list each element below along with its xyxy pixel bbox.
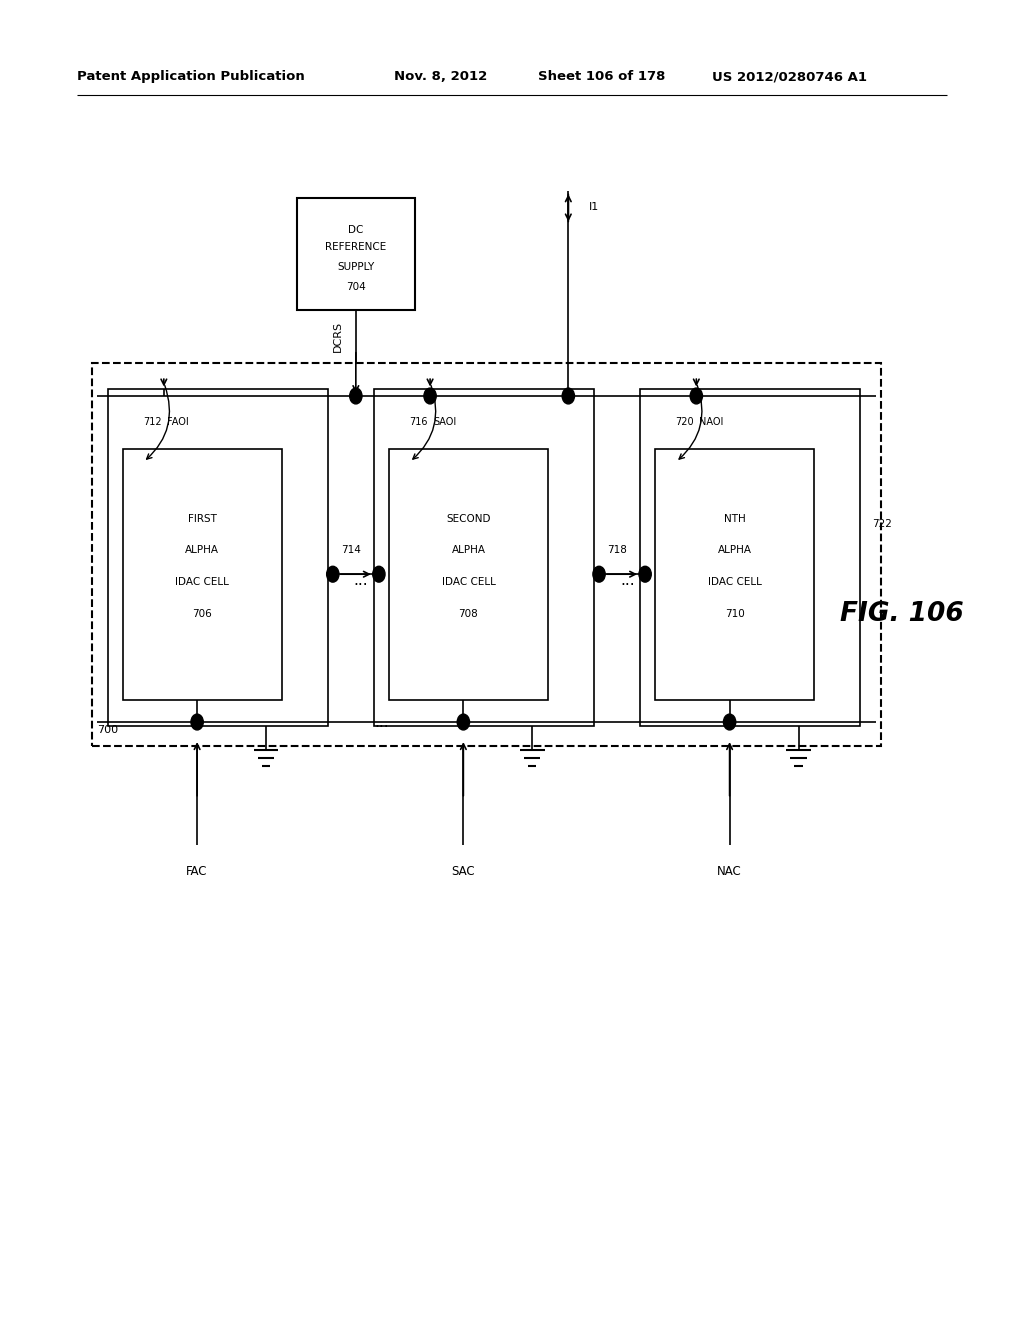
Text: ALPHA: ALPHA (452, 545, 485, 556)
Text: ALPHA: ALPHA (185, 545, 219, 556)
Text: 722: 722 (872, 519, 892, 529)
Circle shape (190, 714, 203, 730)
Bar (92, 363, 881, 746)
Text: US 2012/0280746 A1: US 2012/0280746 A1 (712, 70, 866, 83)
Circle shape (562, 388, 574, 404)
Bar (297, 198, 415, 310)
Circle shape (593, 566, 605, 582)
Text: FIG. 106: FIG. 106 (840, 601, 964, 627)
Circle shape (424, 388, 436, 404)
Bar (108, 389, 328, 726)
Text: Patent Application Publication: Patent Application Publication (77, 70, 304, 83)
Bar (123, 449, 282, 700)
Text: ALPHA: ALPHA (718, 545, 752, 556)
Text: Nov. 8, 2012: Nov. 8, 2012 (394, 70, 487, 83)
Text: 716: 716 (410, 417, 428, 428)
Text: 706: 706 (193, 609, 212, 619)
Text: IDAC CELL: IDAC CELL (708, 577, 762, 587)
Text: SAC: SAC (452, 865, 475, 878)
Text: FAOI: FAOI (167, 417, 188, 428)
Bar (640, 389, 860, 726)
Text: 720: 720 (676, 417, 694, 428)
Bar (389, 449, 548, 700)
Text: SECOND: SECOND (446, 513, 490, 524)
Text: 700: 700 (97, 725, 119, 735)
Text: 710: 710 (725, 609, 744, 619)
Circle shape (690, 388, 702, 404)
Text: IDAC CELL: IDAC CELL (175, 577, 229, 587)
Circle shape (723, 714, 735, 730)
Circle shape (457, 714, 469, 730)
Text: ...: ... (353, 573, 369, 589)
Text: IDAC CELL: IDAC CELL (441, 577, 496, 587)
Text: REFERENCE: REFERENCE (326, 243, 386, 252)
Text: 708: 708 (459, 609, 478, 619)
Text: 712: 712 (143, 417, 162, 428)
Bar (655, 449, 814, 700)
Text: 718: 718 (607, 545, 627, 556)
Text: ...: ... (374, 714, 389, 730)
Circle shape (349, 388, 362, 404)
Text: ...: ... (620, 573, 635, 589)
Text: NTH: NTH (724, 513, 745, 524)
Text: SUPPLY: SUPPLY (337, 263, 375, 272)
Text: SAOI: SAOI (433, 417, 457, 428)
Text: NAC: NAC (717, 865, 742, 878)
Text: FAC: FAC (186, 865, 208, 878)
Circle shape (327, 566, 339, 582)
Text: FIRST: FIRST (187, 513, 217, 524)
Bar (374, 389, 594, 726)
Circle shape (639, 566, 651, 582)
Text: Sheet 106 of 178: Sheet 106 of 178 (538, 70, 665, 83)
Text: I1: I1 (589, 202, 599, 213)
Text: DCRS: DCRS (333, 321, 342, 352)
Text: 714: 714 (341, 545, 360, 556)
Circle shape (373, 566, 385, 582)
Text: DC: DC (348, 226, 364, 235)
Text: 704: 704 (346, 282, 366, 292)
Text: NAOI: NAOI (699, 417, 724, 428)
